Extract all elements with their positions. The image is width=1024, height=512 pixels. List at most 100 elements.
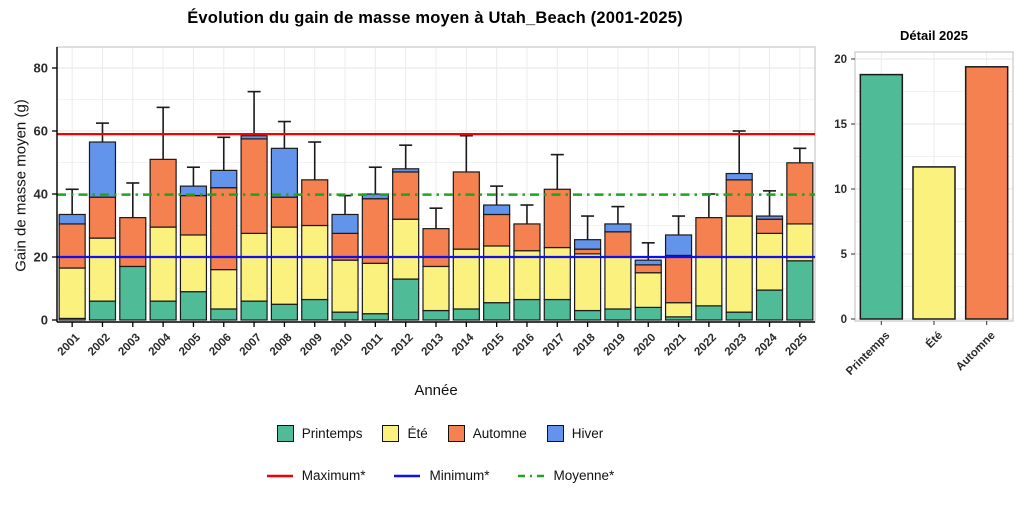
bar-segment-été-2016	[513, 250, 541, 301]
bar-segment-hiver-2019	[604, 223, 632, 233]
bar-segment-été-2011	[361, 262, 389, 315]
tick-label: 80	[34, 61, 48, 76]
bar-segment-été-2017	[543, 246, 571, 301]
tick-label: 0	[41, 313, 48, 328]
legend-label-maximum: Maximum*	[301, 468, 366, 483]
bar-segment-automne-2002	[88, 196, 117, 239]
bar-segment-été-2024	[755, 232, 784, 291]
bar-segment-printemps-2014	[452, 308, 480, 321]
bar-segment-printemps-2025	[786, 260, 814, 321]
bar-segment-automne-2014	[452, 171, 480, 250]
tick-label: 2002	[86, 332, 113, 359]
bar-segment-automne-2021	[664, 254, 693, 304]
maximum-line-icon	[266, 474, 293, 477]
bar-segment-été-2021	[664, 302, 693, 318]
bar-segment-automne-2010	[331, 232, 359, 261]
ete-swatch-icon	[382, 425, 400, 442]
bar-segment-printemps-2015	[483, 302, 511, 321]
bar-segment-hiver-2002	[88, 141, 117, 198]
detail-panel-title: Détail 2025	[900, 28, 968, 43]
bar-segment-automne-2001	[58, 223, 86, 269]
bar-segment-été-2014	[452, 248, 480, 310]
moyenne-line-icon	[518, 474, 545, 477]
printemps-swatch-icon	[276, 425, 294, 442]
tick-label: 2007	[238, 332, 265, 359]
tick-label: 2008	[268, 331, 295, 358]
legend-item-ete: Été	[382, 425, 428, 442]
bar-segment-automne-2020	[634, 264, 662, 274]
tick-label: 40	[34, 187, 48, 202]
bar-segment-printemps-2009	[301, 298, 329, 321]
hiver-swatch-icon	[546, 425, 564, 442]
bar-segment-automne-2013	[422, 228, 450, 268]
bar-segment-hiver-2010	[331, 213, 359, 234]
tick-label: 2024	[753, 331, 780, 358]
tick-label: 10	[834, 184, 847, 196]
tick-label: 2022	[692, 332, 719, 359]
legend-label-ete: Été	[407, 426, 428, 441]
bar-segment-hiver-2023	[725, 172, 753, 181]
bar-segment-été-2022	[695, 256, 723, 307]
bar-segment-automne-2016	[513, 223, 541, 252]
bar-segment-printemps-2011	[361, 313, 389, 321]
legend-item-automne: Automne	[447, 425, 527, 442]
bar-segment-automne-2009	[301, 179, 329, 227]
bar-segment-hiver-2012	[392, 168, 420, 173]
bar-segment-été-2009	[301, 224, 329, 301]
legend-item-moyenne: Moyenne*	[517, 468, 614, 483]
legend-label-moyenne: Moyenne*	[553, 468, 615, 483]
bar-segment-printemps-2017	[543, 298, 571, 321]
bar-segment-printemps-2023	[725, 311, 753, 321]
tick-label: 2006	[207, 332, 234, 359]
tick-label: 20	[34, 250, 48, 265]
bar-segment-été-2004	[149, 226, 177, 302]
tick-label: 2018	[571, 331, 598, 358]
tick-label: 2015	[480, 331, 507, 358]
tick-label: Automne	[954, 330, 998, 374]
bar-segment-printemps-2012	[392, 278, 420, 321]
bar-segment-printemps-2007	[240, 300, 268, 321]
bar-segment-hiver-2024	[755, 215, 784, 220]
tick-label: 2003	[116, 332, 143, 359]
bar-segment-été-2007	[240, 232, 268, 302]
bar-segment-printemps-2004	[149, 300, 177, 321]
bar-segment-automne-2015	[483, 213, 511, 247]
bar-segment-été-2002	[88, 237, 117, 302]
bar-segment-été-2018	[573, 253, 602, 312]
tick-label: 2023	[723, 332, 750, 359]
tick-label: 2001	[56, 331, 83, 358]
bar-segment-hiver-2015	[483, 204, 511, 216]
legend-item-hiver: Hiver	[546, 425, 604, 442]
legend-label-minimum: Minimum*	[429, 468, 490, 483]
bar-segment-été-2005	[179, 234, 208, 293]
bar-segment-été-2019	[604, 256, 632, 310]
tick-label: 2012	[389, 332, 416, 359]
season-legend: Printemps Été Automne Hiver	[0, 425, 880, 442]
detail-bar-automne	[964, 66, 1009, 320]
legend-item-maximum: Maximum*	[266, 468, 366, 483]
bar-segment-printemps-2013	[422, 309, 450, 321]
bar-segment-été-2006	[210, 269, 238, 310]
x-axis-title: Année	[414, 382, 458, 399]
bar-segment-hiver-2020	[634, 259, 662, 266]
tick-label: 2005	[177, 331, 204, 358]
bar-segment-printemps-2019	[604, 308, 632, 321]
bar-segment-printemps-2003	[119, 265, 147, 321]
tick-label: 2011	[359, 331, 386, 358]
y-axis-title: Gain de masse moyen (g)	[12, 99, 30, 272]
bar-segment-printemps-2024	[755, 289, 784, 321]
bar-segment-automne-2011	[361, 198, 389, 264]
bar-segment-automne-2008	[270, 196, 298, 228]
tick-label: 2016	[510, 332, 537, 359]
tick-label: 2013	[420, 332, 447, 359]
bar-segment-printemps-2018	[573, 309, 602, 321]
bar-segment-automne-2004	[149, 158, 177, 228]
bar-segment-été-2012	[392, 218, 420, 280]
bar-segment-automne-2024	[755, 218, 784, 234]
bar-segment-printemps-2016	[513, 298, 541, 321]
tick-label: Été	[923, 329, 945, 351]
bar-segment-automne-2023	[725, 179, 753, 217]
legend-label-hiver: Hiver	[571, 426, 604, 441]
bar-segment-hiver-2008	[270, 147, 298, 198]
